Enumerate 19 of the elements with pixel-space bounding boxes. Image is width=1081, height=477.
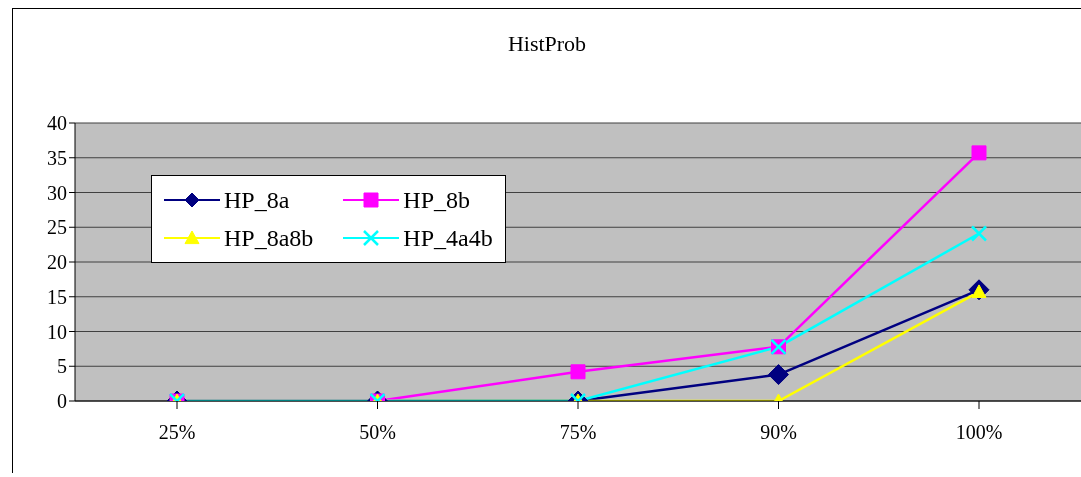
x-tick-label: 75% <box>559 421 597 444</box>
legend-label: HP_8a <box>224 186 290 214</box>
legend-label: HP_4a4b <box>403 224 493 252</box>
y-tick-label: 0 <box>57 390 67 413</box>
y-tick-label: 10 <box>47 320 67 343</box>
y-tick-label: 30 <box>47 181 67 204</box>
chart-title: HistProb <box>506 31 588 57</box>
y-tick-label: 20 <box>47 251 67 274</box>
x-tick-label: 50% <box>359 421 396 444</box>
legend-label: HP_8a8b <box>224 224 314 252</box>
y-tick-label: 25 <box>47 216 67 239</box>
x-tick-label: 25% <box>158 421 196 444</box>
x-tick-label: 100% <box>955 421 1003 444</box>
y-tick-label: 15 <box>47 285 67 308</box>
legend-label: HP_8b <box>403 186 471 214</box>
y-tick-label: 40 <box>47 112 67 135</box>
x-tick-label: 90% <box>760 421 797 444</box>
y-tick-label: 35 <box>47 146 67 169</box>
y-tick-label: 5 <box>57 355 67 378</box>
